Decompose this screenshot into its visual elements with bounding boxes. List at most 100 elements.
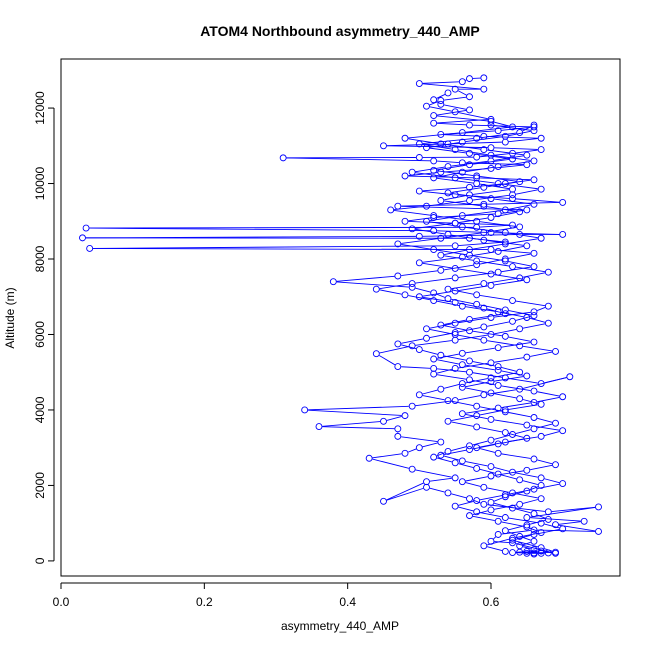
series-line-segment	[501, 266, 531, 273]
series-line-segment	[444, 200, 481, 207]
data-point	[444, 397, 452, 404]
data-point	[458, 129, 466, 137]
data-point	[437, 251, 445, 259]
series-line-segment	[379, 289, 402, 295]
series-line-segment	[472, 372, 503, 378]
series-line-segment	[472, 124, 531, 128]
data-point	[451, 264, 459, 272]
series-line-segment	[515, 493, 538, 499]
series-line-segment	[465, 387, 488, 393]
data-point	[86, 244, 94, 252]
data-point	[394, 240, 402, 248]
data-point	[537, 432, 545, 440]
series-line-segment	[494, 147, 538, 150]
data-point	[451, 146, 459, 154]
data-point	[530, 549, 538, 557]
series-line-segment	[501, 453, 531, 459]
data-point	[509, 468, 516, 476]
series-line-segment	[494, 279, 524, 286]
series-line-segment	[544, 377, 567, 384]
series-line-segment	[522, 499, 538, 504]
data-point	[494, 517, 502, 525]
data-point	[473, 465, 481, 472]
series-line-segment	[422, 350, 438, 355]
series-line-segment	[458, 285, 488, 291]
series-line-segment	[508, 517, 538, 524]
data-point	[487, 436, 495, 444]
series-line-segment	[451, 493, 467, 499]
series-line-segment	[501, 183, 538, 190]
data-point	[430, 289, 438, 297]
series-line-segment	[394, 206, 424, 211]
data-point	[516, 548, 524, 556]
series-line-segment	[479, 175, 517, 182]
series-line-segment	[415, 223, 452, 229]
series-line-segment	[515, 316, 531, 321]
x-tick-label: 0.0	[53, 595, 70, 609]
series-line-segment	[422, 389, 438, 395]
data-point	[380, 497, 387, 505]
data-point	[451, 287, 459, 295]
data-point	[530, 537, 538, 545]
data-point	[458, 223, 466, 231]
series-line-segment	[501, 385, 531, 392]
data-point	[329, 278, 337, 286]
data-point	[501, 229, 509, 237]
series-line-segment	[422, 395, 445, 401]
series-line-segment	[451, 160, 488, 167]
data-point	[530, 338, 538, 346]
series-line-segment	[479, 132, 517, 139]
data-point	[430, 297, 438, 304]
series-line-segment	[508, 253, 531, 259]
series-line-segment	[436, 359, 460, 365]
series-line-segment	[458, 217, 488, 224]
data-point	[516, 500, 524, 508]
series-line-segment	[537, 529, 560, 535]
data-point	[487, 229, 495, 237]
data-point	[501, 332, 509, 340]
data-point	[408, 342, 416, 350]
series-line-segment	[444, 249, 467, 256]
series-line-segment	[429, 106, 452, 112]
data-point	[544, 302, 552, 310]
data-point	[451, 331, 459, 338]
data-point	[430, 246, 438, 254]
data-point	[494, 127, 502, 135]
series-line-segment	[515, 534, 531, 540]
data-point	[437, 351, 445, 359]
data-point	[430, 212, 438, 220]
series-line-segment	[494, 232, 560, 235]
series-line-segment	[422, 296, 452, 303]
data-point	[394, 340, 402, 348]
series-line-segment	[536, 307, 546, 312]
series-line-segment	[515, 198, 560, 203]
data-point	[509, 123, 516, 131]
data-point	[559, 427, 567, 435]
series-line-segment	[494, 155, 524, 161]
data-point	[473, 497, 481, 504]
series-line-segment	[436, 110, 467, 116]
data-point	[444, 89, 452, 97]
data-point	[394, 425, 402, 433]
data-point	[401, 217, 409, 225]
data-point	[430, 119, 438, 127]
data-point	[480, 304, 488, 312]
data-point	[437, 385, 445, 393]
series-line-segment	[465, 306, 495, 312]
series-line-segment	[458, 506, 474, 512]
data-point	[473, 217, 481, 225]
data-point	[487, 195, 495, 203]
data-point	[480, 146, 488, 154]
data-point	[487, 389, 495, 397]
data-point	[415, 187, 423, 195]
series-line-segment	[465, 209, 503, 216]
series-line-segment	[479, 221, 517, 227]
series-line-segment	[465, 476, 488, 482]
data-point	[501, 240, 509, 248]
data-point	[487, 374, 495, 382]
series-line-segment	[522, 323, 546, 329]
series-line-segment	[458, 149, 488, 156]
series-line-segment	[472, 440, 488, 446]
data-point	[437, 97, 445, 104]
series-line-segment	[472, 189, 510, 195]
